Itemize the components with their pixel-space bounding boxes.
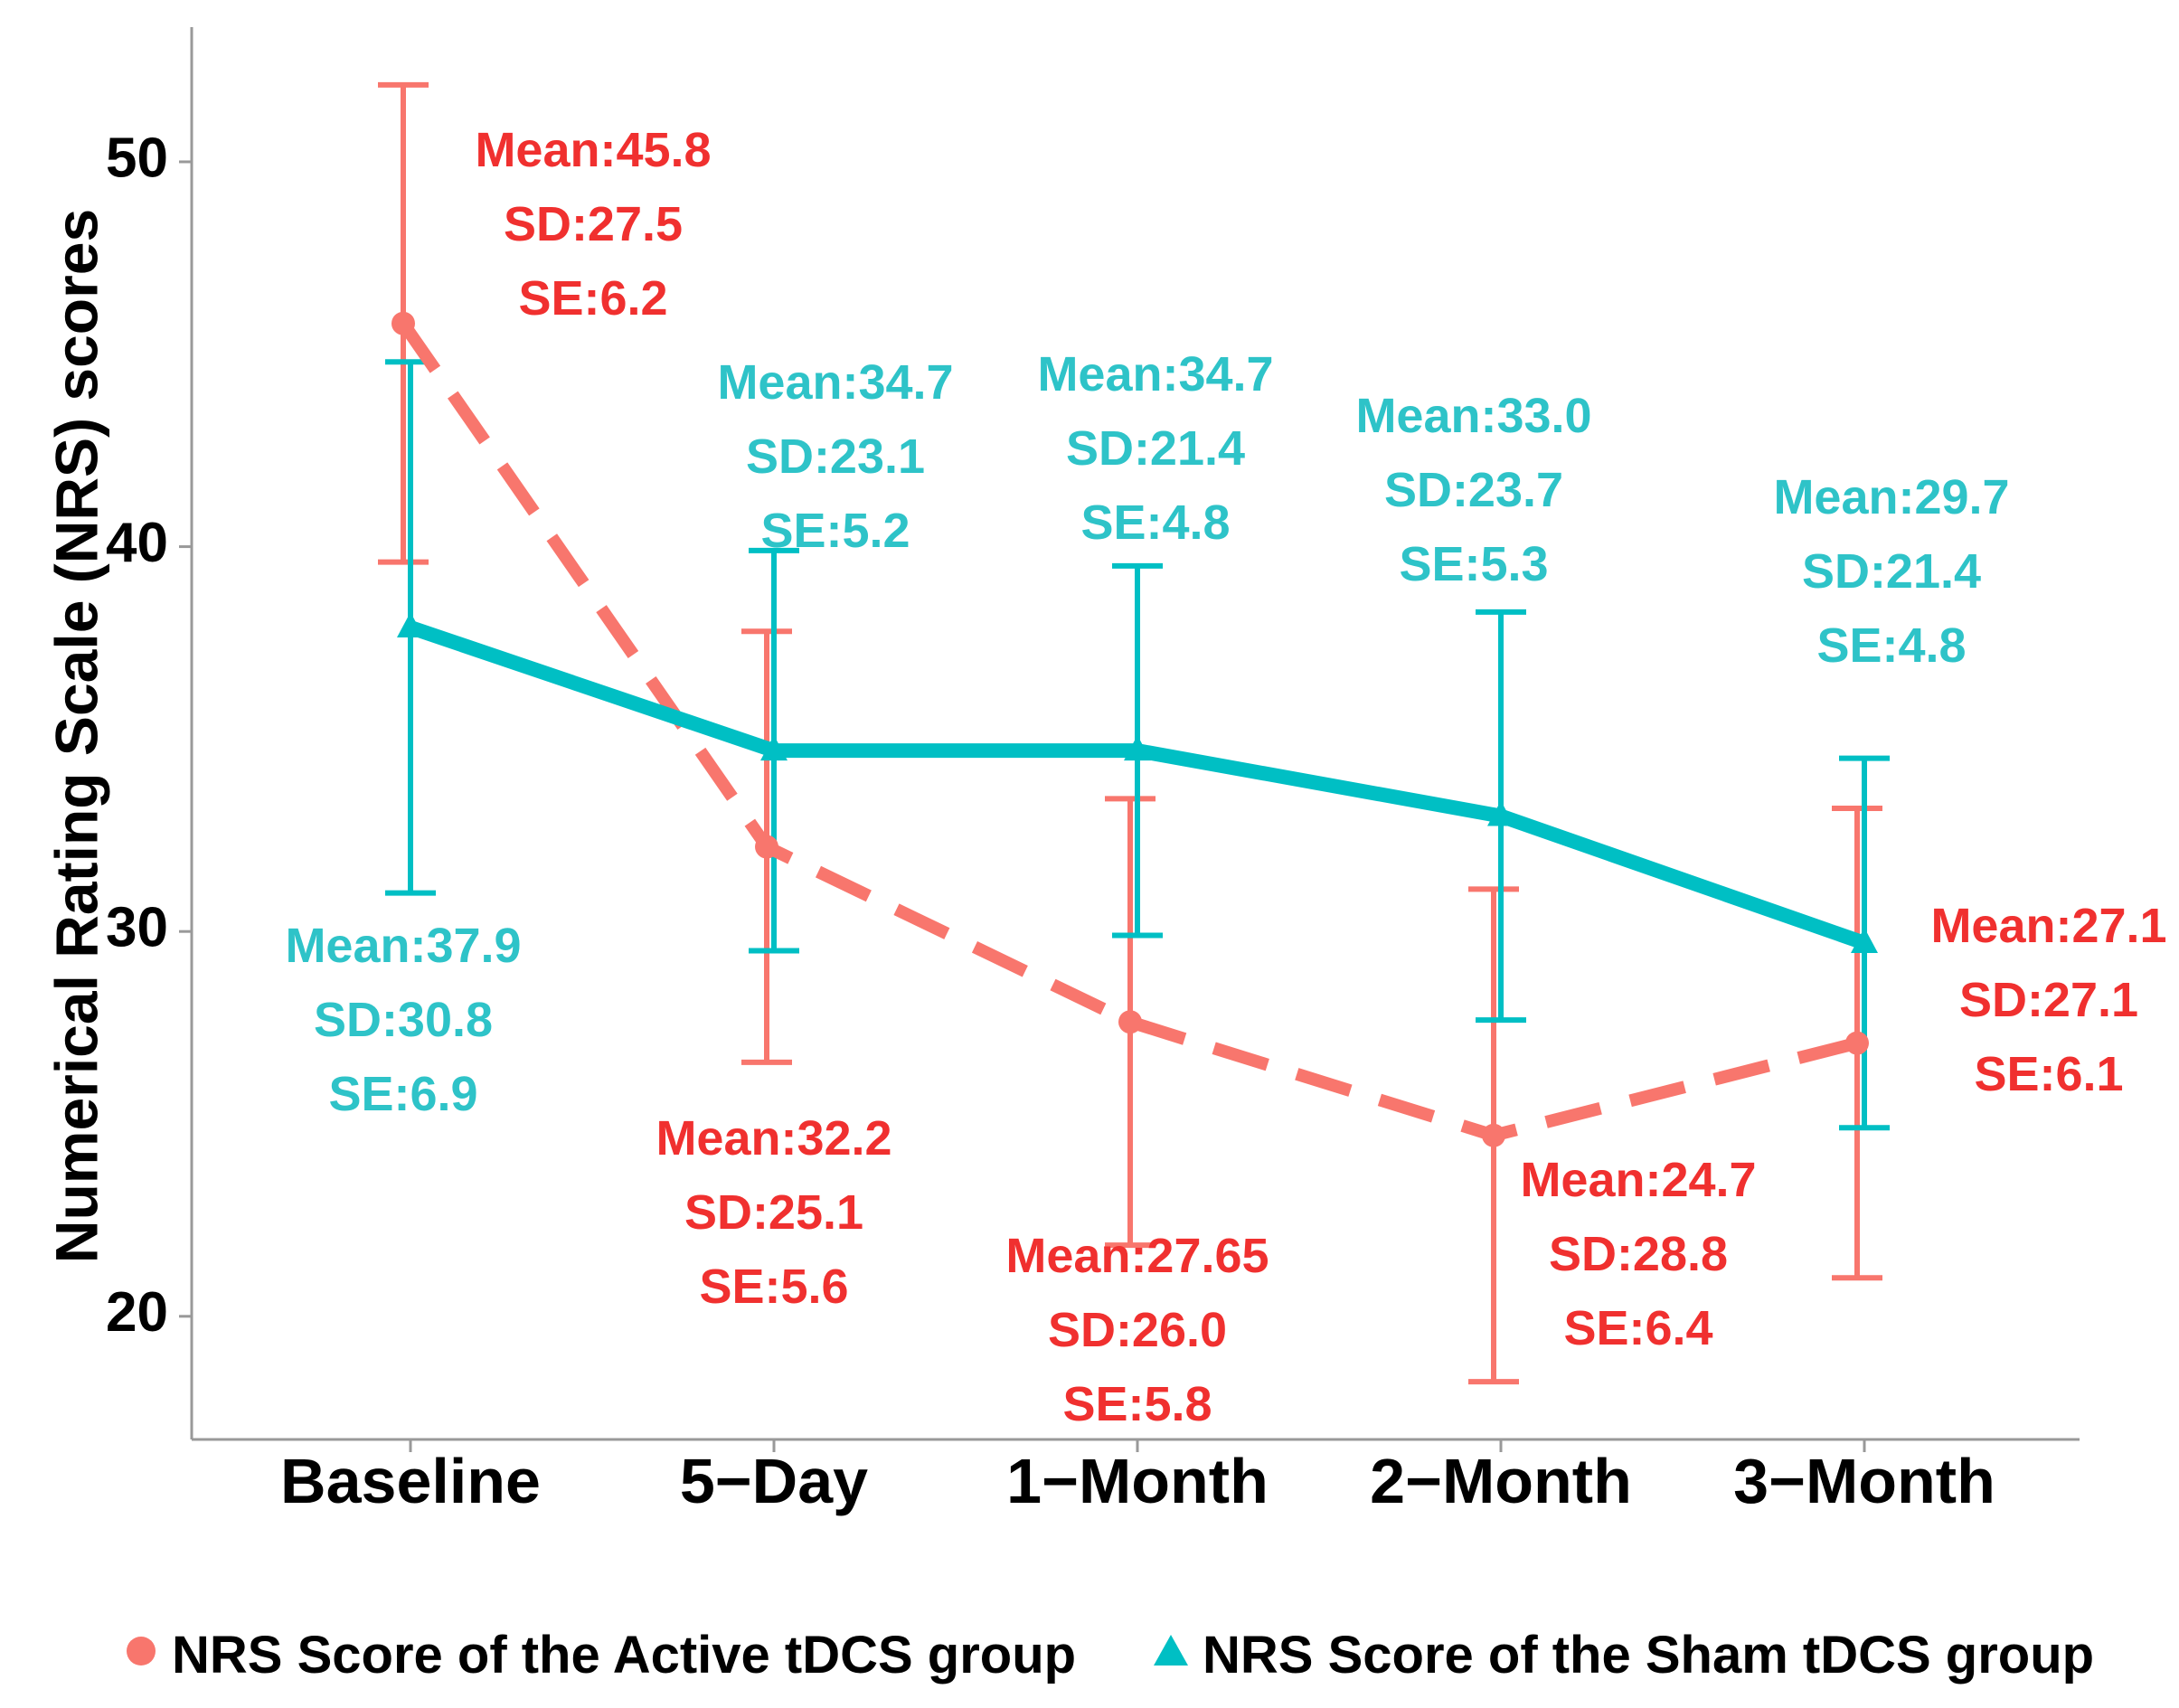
annotation-mean: Mean:24.7 xyxy=(1520,1153,1756,1207)
annotation-sd: SD:28.8 xyxy=(1549,1227,1728,1281)
annotation-sd: SD:27.5 xyxy=(504,197,683,251)
annotation-mean: Mean:27.1 xyxy=(1930,899,2166,953)
y-tick-label: 40 xyxy=(106,512,168,574)
annotation-se: SE:4.8 xyxy=(1816,618,1966,673)
annotation-block: Mean:34.7 SD:23.1 SE:5.2 xyxy=(717,355,953,558)
sham-data-point xyxy=(1124,735,1151,761)
data-markers xyxy=(391,311,1878,1147)
annotation-se: SE:6.2 xyxy=(518,271,667,326)
sham-data-point xyxy=(1487,800,1514,826)
y-axis-label: Numerical Rating Scale (NRS) scores xyxy=(42,209,109,1263)
x-tick-label: 5−Day xyxy=(680,1446,868,1516)
y-tick-label: 30 xyxy=(106,897,168,959)
annotation-sd: SD:23.1 xyxy=(746,429,925,484)
annotation-block: Mean:45.8 SD:27.5 SE:6.2 xyxy=(475,123,711,326)
annotation-sd: SD:30.8 xyxy=(314,993,493,1047)
annotation-sd: SD:21.4 xyxy=(1066,421,1245,476)
annotation-se: SE:6.4 xyxy=(1563,1301,1712,1355)
legend-label-sham: NRS Score of the Sham tDCS group xyxy=(1203,1626,2094,1684)
annotation-mean: Mean:32.2 xyxy=(656,1111,891,1165)
x-tick-label: Baseline xyxy=(280,1446,541,1516)
annotation-mean: Mean:37.9 xyxy=(285,919,521,973)
annotation-block: Mean:33.0 SD:23.7 SE:5.3 xyxy=(1355,389,1591,591)
annotation-block: Mean:37.9 SD:30.8 SE:6.9 xyxy=(285,919,521,1121)
annotation-mean: Mean:34.7 xyxy=(1037,347,1273,401)
y-tick-label: 20 xyxy=(106,1281,168,1344)
annotation-mean: Mean:34.7 xyxy=(717,355,953,410)
active-data-point xyxy=(391,311,415,335)
legend-label-active: NRS Score of the Active tDCS group xyxy=(172,1626,1076,1684)
annotation-sd: SD:21.4 xyxy=(1802,544,1981,599)
axes: Numerical Rating Scale (NRS) scores xyxy=(42,27,2080,1441)
annotation-sd: SD:23.7 xyxy=(1384,463,1563,517)
x-tick-label: 1−Month xyxy=(1006,1446,1269,1516)
annotation-se: SE:5.2 xyxy=(760,504,910,558)
annotation-se: SE:6.1 xyxy=(1974,1047,2123,1101)
annotation-se: SE:6.9 xyxy=(328,1067,477,1121)
annotation-block: Mean:27.1 SD:27.1 SE:6.1 xyxy=(1930,899,2166,1101)
annotation-block: Mean:29.7 SD:21.4 SE:4.8 xyxy=(1773,470,2009,673)
sham-data-point xyxy=(760,735,788,761)
x-tick-label: 2−Month xyxy=(1370,1446,1632,1516)
legend-circle-icon xyxy=(127,1637,156,1666)
annotation-se: SE:5.6 xyxy=(699,1260,848,1314)
annotation-mean: Mean:33.0 xyxy=(1355,389,1591,443)
legend-triangle-icon xyxy=(1154,1635,1188,1666)
annotation-se: SE:5.8 xyxy=(1062,1377,1212,1431)
annotations: Mean:45.8 SD:27.5 SE:6.2 Mean:32.2 SD:25.1 SE… xyxy=(285,123,2166,1431)
active-data-point xyxy=(1845,1031,1869,1055)
annotation-sd: SD:26.0 xyxy=(1048,1303,1227,1357)
ticks: 20 30 40 50 Baseline 5−Day 1−Month 2−Month 3−Mon… xyxy=(106,127,1995,1516)
annotation-mean: Mean:27.65 xyxy=(1005,1229,1269,1283)
active-data-point xyxy=(755,835,778,859)
annotation-mean: Mean:29.7 xyxy=(1773,470,2009,524)
active-data-point xyxy=(1118,1010,1142,1034)
annotation-block: Mean:32.2 SD:25.1 SE:5.6 xyxy=(656,1111,891,1314)
sham-data-point xyxy=(397,611,424,637)
legend: NRS Score of the Active tDCS group NRS S… xyxy=(127,1626,2094,1684)
annotation-sd: SD:25.1 xyxy=(684,1185,863,1240)
active-data-point xyxy=(1482,1123,1505,1147)
annotation-se: SE:5.3 xyxy=(1399,537,1548,591)
annotation-sd: SD:27.1 xyxy=(1959,973,2138,1027)
annotation-block: Mean:24.7 SD:28.8 SE:6.4 xyxy=(1520,1153,1756,1355)
annotation-block: Mean:27.65 SD:26.0 SE:5.8 xyxy=(1005,1229,1269,1431)
sham-data-point xyxy=(1851,927,1878,953)
annotation-block: Mean:34.7 SD:21.4 SE:4.8 xyxy=(1037,347,1273,550)
y-tick-label: 50 xyxy=(106,127,168,189)
annotation-se: SE:4.8 xyxy=(1080,495,1230,550)
annotation-mean: Mean:45.8 xyxy=(475,123,711,177)
x-tick-label: 3−Month xyxy=(1733,1446,1995,1516)
